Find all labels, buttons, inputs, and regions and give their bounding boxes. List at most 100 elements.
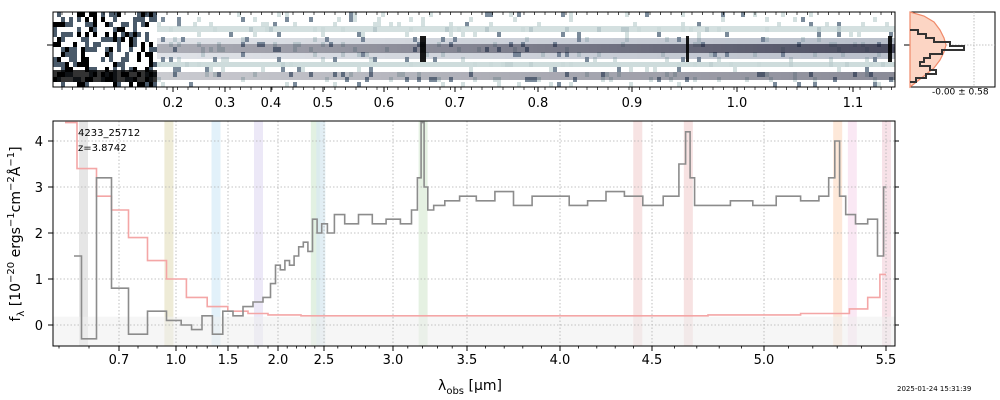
twod-pixel <box>149 52 153 57</box>
twod-trace-lower2 <box>613 72 617 80</box>
twod-trace-core <box>301 44 305 53</box>
twod-trace-lower2 <box>677 72 681 80</box>
twod-trace-upper <box>769 38 773 44</box>
twod-trace-upper <box>517 38 521 44</box>
twod-trace-core <box>545 44 549 53</box>
twod-neg-lower <box>193 26 197 32</box>
twod-trace-lower2 <box>477 72 481 80</box>
twod-neg-lower <box>561 26 565 32</box>
twod-trace-lower <box>709 53 713 59</box>
twod-trace-core <box>313 44 317 53</box>
twod-pixel <box>865 57 869 62</box>
twod-trace-lower <box>445 53 449 59</box>
twod-pixel <box>361 52 365 57</box>
twod-neg-lower <box>321 26 325 32</box>
twod-blue-noise <box>133 70 137 82</box>
twod-neg-upper <box>185 62 189 67</box>
twod-neg-upper <box>301 62 305 67</box>
twod-pixel <box>333 72 337 77</box>
twod-pixel <box>541 52 545 57</box>
twod-neg-upper <box>437 62 441 67</box>
twod-trace-core <box>257 44 261 53</box>
twod-neg-upper <box>801 62 805 67</box>
twod-trace-lower <box>441 53 445 59</box>
twod-trace-core <box>821 44 825 53</box>
twod-neg-lower <box>457 26 461 32</box>
twod-trace-upper <box>717 38 721 44</box>
twod-pixel <box>77 17 81 22</box>
twod-trace-lower2 <box>873 72 877 80</box>
twod-pixel <box>93 22 97 27</box>
twod-trace-upper <box>661 38 665 44</box>
twod-trace-core <box>637 44 641 53</box>
twod-neg-upper <box>621 62 625 67</box>
twod-pixel <box>193 22 197 27</box>
twod-pixel <box>757 72 761 77</box>
twod-neg-lower <box>869 26 873 32</box>
twod-trace-lower2 <box>825 72 829 80</box>
twod-neg-upper <box>413 62 417 67</box>
twod-pixel <box>517 82 521 87</box>
twod-trace-lower2 <box>313 72 317 80</box>
y-tick-label: 3 <box>35 181 43 196</box>
twod-pixel <box>201 47 205 52</box>
twod-neg-upper <box>661 62 665 67</box>
twod-trace-upper <box>197 38 201 44</box>
twod-trace-core <box>357 44 361 53</box>
twod-neg-upper <box>237 62 241 67</box>
twod-neg-lower <box>785 26 789 32</box>
twod-pixel <box>569 82 573 87</box>
twod-neg-lower <box>673 26 677 32</box>
twod-trace-upper <box>881 38 885 44</box>
twod-trace-lower2 <box>241 72 245 80</box>
twod-neg-upper <box>625 62 629 67</box>
twod-pixel <box>69 52 73 57</box>
twod-pixel <box>837 22 841 27</box>
twod-trace-upper <box>289 38 293 44</box>
twod-neg-lower <box>249 26 253 32</box>
twod-trace-lower2 <box>361 72 365 80</box>
twod-neg-upper <box>853 62 857 67</box>
twod-trace-lower2 <box>305 72 309 80</box>
twod-trace-upper <box>241 38 245 44</box>
twod-pixel <box>57 62 61 67</box>
twod-trace-upper <box>457 38 461 44</box>
twod-pixel <box>861 22 865 27</box>
twod-trace-lower <box>349 53 353 59</box>
twod-trace-lower <box>809 53 813 59</box>
twod-trace-core <box>309 44 313 53</box>
twod-pixel <box>697 57 701 62</box>
twod-neg-lower <box>789 26 793 32</box>
twod-pixel <box>61 22 65 27</box>
twod-blue-noise <box>53 70 57 82</box>
twod-neg-lower <box>281 26 285 32</box>
twod-trace-core <box>461 44 465 53</box>
twod-trace-core <box>601 44 605 53</box>
twod-pixel <box>837 32 841 37</box>
twod-trace-lower2 <box>353 72 357 80</box>
twod-trace-lower2 <box>445 72 449 80</box>
twod-neg-lower <box>161 26 165 32</box>
twod-pixel <box>721 12 725 17</box>
twod-trace-lower2 <box>565 72 569 80</box>
twod-trace-upper <box>581 38 585 44</box>
twod-trace-upper <box>245 38 249 44</box>
twod-pixel <box>697 22 701 27</box>
twod-pixel <box>473 32 477 37</box>
twod-trace-lower <box>621 53 625 59</box>
twod-neg-lower <box>481 26 485 32</box>
twod-pixel <box>353 12 357 17</box>
twod-trace-upper <box>641 38 645 44</box>
twod-trace-core <box>405 44 409 53</box>
twod-trace-lower <box>817 53 821 59</box>
twod-trace-core <box>345 44 349 53</box>
twod-pixel <box>57 22 61 27</box>
twod-pixel <box>369 67 373 72</box>
twod-neg-lower <box>881 26 885 32</box>
twod-trace-lower2 <box>513 72 517 80</box>
twod-trace-lower2 <box>705 72 709 80</box>
twod-neg-lower <box>453 26 457 32</box>
twod-trace-lower2 <box>689 72 693 80</box>
twod-neg-upper <box>609 62 613 67</box>
twod-trace-lower <box>885 53 889 59</box>
